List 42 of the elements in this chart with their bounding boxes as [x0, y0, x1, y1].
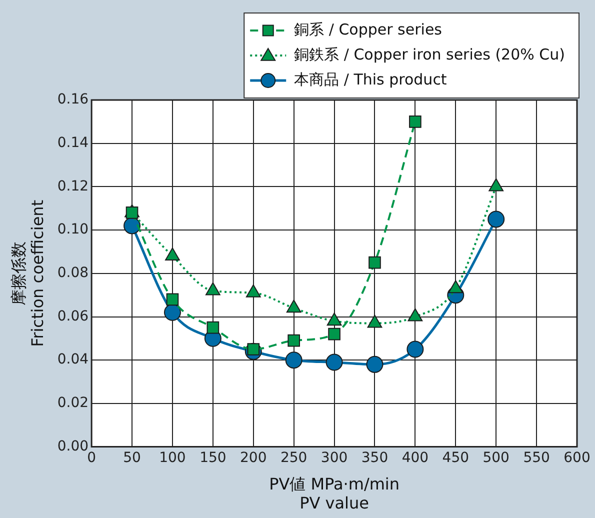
text: Friction coefficient	[28, 200, 47, 347]
point	[488, 210, 505, 228]
text: 摩擦係数	[8, 241, 28, 306]
point	[409, 116, 422, 128]
y-tick-label: 0.14	[57, 134, 89, 151]
point	[206, 321, 220, 334]
x-tick-label: 150	[200, 450, 226, 466]
x-tick-label: 450	[442, 450, 470, 466]
y-tick-label: 0.12	[57, 178, 89, 194]
point	[126, 206, 138, 219]
legend-label: 銅系 / Copper series	[294, 20, 442, 38]
x-tick-label: 300	[320, 450, 348, 466]
legend-label: 銅鉄系 / Copper iron series (20% Cu)	[294, 45, 566, 64]
x-tick-label: 500	[482, 450, 510, 466]
x-tick-label: 100	[159, 450, 186, 466]
text: PV value	[300, 494, 369, 513]
x-tick-label: 0	[87, 450, 96, 466]
legend-label: 本商品 / This product	[294, 70, 447, 88]
x-tick-label: 50	[123, 450, 141, 466]
y-tick-label: 0.00	[57, 438, 89, 454]
point	[166, 293, 179, 306]
text: PV値 MPa·m/min	[269, 474, 400, 494]
point	[164, 304, 181, 321]
x-tick-label: 250	[280, 450, 308, 466]
point	[368, 256, 381, 269]
x-tick-label: 600	[564, 450, 590, 466]
x-tick-label: 400	[402, 450, 429, 466]
y-tick-label: 0.08	[57, 265, 89, 282]
point	[328, 328, 340, 340]
point	[326, 354, 343, 371]
point	[366, 356, 384, 373]
point	[285, 352, 302, 369]
y-tick-label: 0.04	[57, 352, 89, 368]
x-tick-label: 350	[361, 450, 388, 466]
x-tick-label: 200	[240, 450, 267, 466]
y-tick-label: 0.02	[57, 395, 89, 412]
point	[406, 340, 424, 358]
y-tick-label: 0.06	[57, 308, 89, 324]
x-tick-label: 550	[523, 450, 550, 466]
y-tick-label: 0.10	[57, 222, 89, 238]
point	[288, 334, 300, 347]
y-tick-label: 0.16	[57, 92, 89, 108]
